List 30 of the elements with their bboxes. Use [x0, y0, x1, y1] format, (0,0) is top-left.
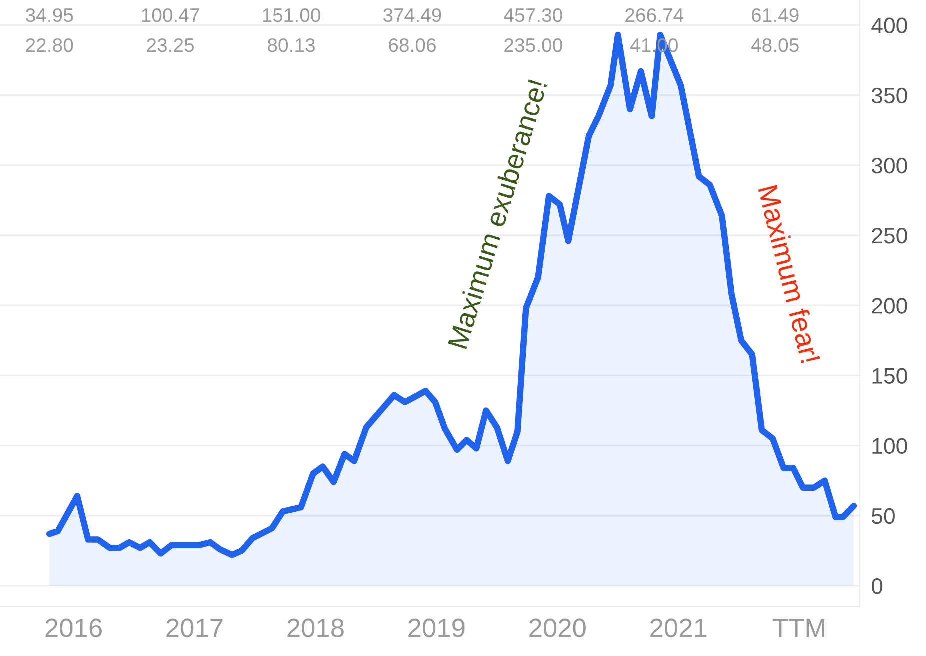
- y-tick-label: 350: [872, 88, 908, 104]
- x-tick-label: 2017: [166, 618, 223, 638]
- annotation: 100.47: [142, 8, 200, 22]
- y-tick-label: 0: [872, 578, 883, 594]
- y-tick-label: 400: [872, 18, 908, 34]
- annotation: 23.25: [147, 38, 194, 52]
- annotation: 22.80: [26, 38, 74, 52]
- annotation: 34.95: [26, 8, 74, 22]
- annotation: 457.30: [504, 8, 562, 22]
- x-tick-label: 2018: [288, 618, 344, 638]
- annotation: 266.74: [626, 8, 684, 22]
- annotation: Maximum fear!: [758, 184, 822, 364]
- annotation: 61.49: [752, 8, 799, 22]
- annotation: 68.06: [389, 38, 436, 52]
- y-tick-label: 250: [872, 228, 908, 244]
- x-tick-label: 2020: [530, 618, 586, 638]
- annotation: 48.05: [751, 38, 799, 52]
- annotation: 374.49: [383, 8, 442, 22]
- y-tick-label: 300: [872, 158, 908, 174]
- y-tick-label: 100: [872, 438, 908, 454]
- x-tick-label: 2021: [650, 618, 707, 638]
- annotation: 235.00: [504, 38, 562, 52]
- x-tick-label: 2019: [408, 618, 465, 638]
- x-tick-label: TTM: [773, 619, 824, 638]
- y-tick-label: 50: [872, 508, 895, 524]
- annotation: 80.13: [268, 38, 315, 52]
- y-tick-label: 150: [872, 368, 908, 384]
- annotation: 151.00: [263, 8, 320, 22]
- y-tick-label: 200: [872, 298, 908, 314]
- x-tick-label: 2016: [46, 618, 102, 638]
